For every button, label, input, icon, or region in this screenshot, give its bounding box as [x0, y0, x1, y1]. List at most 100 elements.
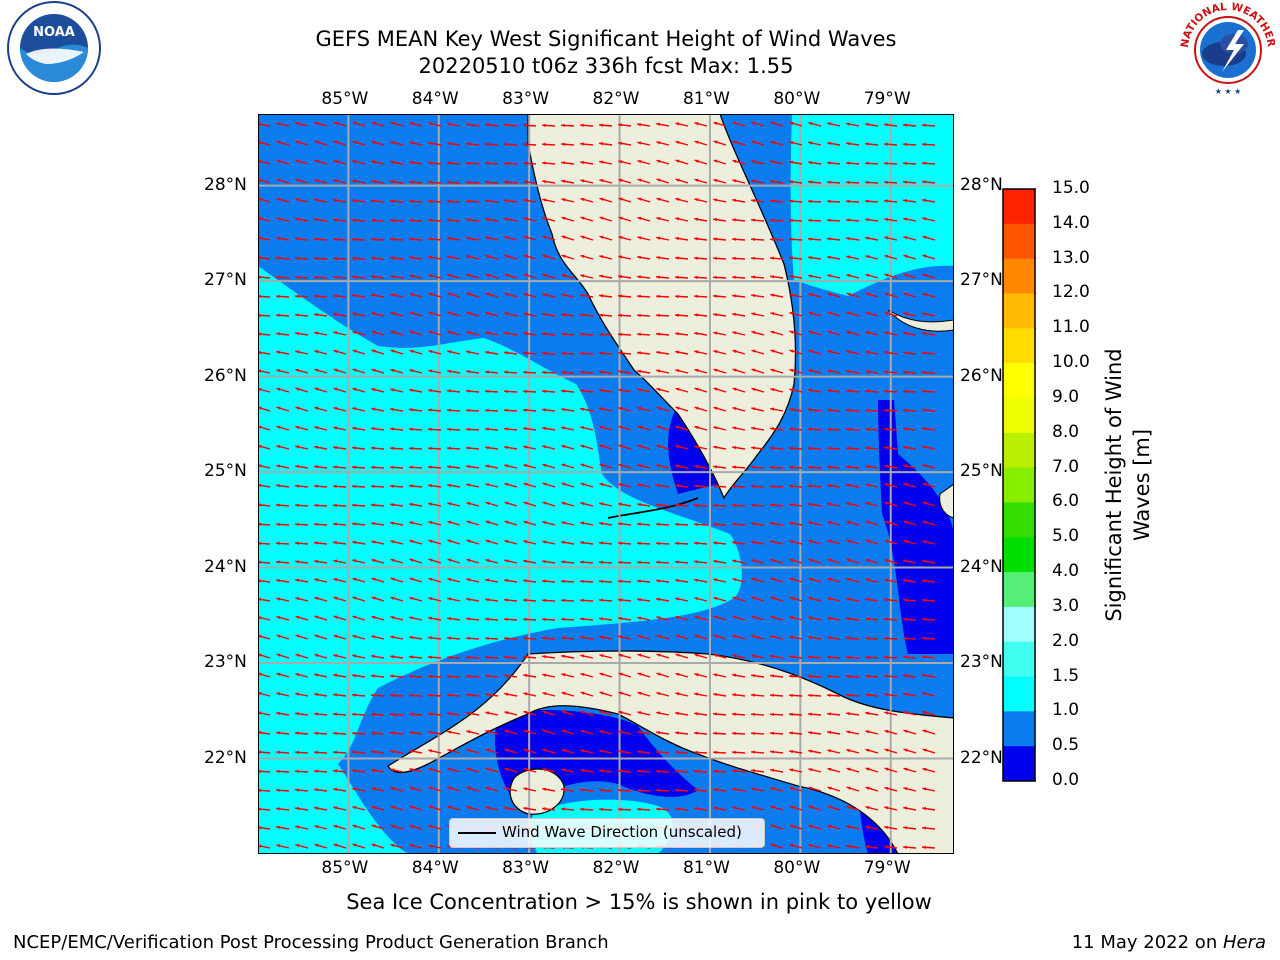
wave-direction-arrowhead: [485, 598, 489, 602]
wave-direction-arrowhead: [409, 388, 414, 392]
wave-direction-arrowhead: [637, 313, 641, 318]
wave-direction-arrowhead: [599, 444, 604, 448]
wave-direction-arrowhead: [352, 503, 356, 508]
wave-direction-arrowhead: [637, 351, 641, 355]
wave-direction-arrowhead: [314, 673, 319, 677]
wave-direction-arrowhead: [523, 180, 527, 184]
wave-direction-arrowhead: [580, 672, 585, 677]
wave-direction-arrowhead: [352, 522, 356, 526]
wave-direction-arrowhead: [922, 598, 926, 602]
wave-direction-arrowhead: [466, 558, 471, 563]
wave-direction-arrowhead: [599, 541, 603, 545]
wave-direction-arrowhead: [352, 312, 357, 316]
wave-direction-arrowhead: [599, 179, 604, 183]
wave-direction-arrowhead: [789, 693, 793, 698]
wave-direction-arrowhead: [295, 692, 300, 696]
wave-direction-arrowhead: [428, 636, 432, 640]
wave-direction-arrowhead: [333, 445, 337, 450]
wave-direction-arrowhead: [884, 180, 888, 185]
wave-direction-arrowhead: [656, 387, 661, 392]
wave-direction-arrowhead: [713, 559, 718, 564]
wave-direction-arrowhead: [314, 178, 319, 183]
wave-direction-arrowhead: [618, 370, 622, 374]
wave-direction-arrowhead: [827, 597, 832, 601]
wave-direction-arrowhead: [751, 330, 756, 335]
wave-direction-arrowhead: [694, 522, 698, 527]
wave-direction-arrowhead: [732, 541, 736, 545]
wave-direction-arrowhead: [485, 483, 490, 487]
wave-direction-arrowhead: [713, 806, 718, 810]
wave-direction-arrowhead: [352, 824, 357, 828]
wave-direction-arrowhead: [827, 712, 831, 716]
wave-direction-arrowhead: [523, 806, 527, 811]
wave-direction-arrowhead: [561, 142, 565, 146]
wave-direction-arrowhead: [675, 313, 679, 317]
wave-direction-arrowhead: [884, 311, 889, 316]
wave-direction-arrowhead: [333, 806, 338, 810]
wave-direction-arrowhead: [770, 731, 774, 735]
wave-direction-arrowhead: [808, 408, 812, 412]
wave-direction-arrowhead: [713, 673, 718, 677]
wave-direction-arrowhead: [333, 218, 337, 222]
wave-direction-arrowhead: [466, 122, 471, 127]
wave-direction-arrowhead: [580, 768, 585, 773]
wave-direction-arrowhead: [580, 463, 585, 467]
wave-direction-arrowhead: [637, 541, 641, 546]
wave-direction-arrowhead: [295, 368, 300, 373]
wave-direction-arrowhead: [333, 824, 338, 829]
wave-direction-arrowhead: [770, 275, 774, 279]
wave-direction-arrowhead: [656, 483, 661, 488]
wave-direction-arrowhead: [694, 237, 698, 241]
wave-direction-arrowhead: [599, 142, 603, 146]
wave-direction-arrowhead: [371, 484, 375, 489]
wave-direction-arrowhead: [922, 482, 927, 486]
wave-direction-arrowhead: [561, 293, 566, 297]
footer-date-text: 11 May 2022 on: [1071, 932, 1223, 953]
wave-direction-arrowhead: [751, 160, 756, 164]
wave-direction-arrowhead: [542, 636, 546, 640]
colorbar-tick-label: 0.5: [1052, 735, 1080, 756]
wave-direction-arrowhead: [599, 160, 604, 164]
wave-direction-arrowhead: [694, 159, 699, 163]
wave-direction-arrowhead: [466, 370, 470, 374]
wave-direction-arrowhead: [580, 579, 584, 584]
wave-direction-arrowhead: [675, 425, 680, 429]
wave-direction-arrowhead: [561, 389, 565, 393]
wave-direction-arrowhead: [732, 256, 736, 261]
wave-direction-arrowhead: [561, 444, 566, 449]
colorbar-tick-label: 11.0: [1052, 317, 1090, 338]
wave-direction-arrowhead: [447, 539, 452, 543]
wave-direction-arrowhead: [618, 313, 622, 318]
wave-direction-arrowhead: [352, 368, 357, 372]
wave-direction-arrowhead: [599, 425, 604, 430]
wave-direction-arrowhead: [447, 767, 452, 771]
wave-direction-arrowhead: [542, 198, 547, 202]
wave-direction-arrowhead: [428, 255, 433, 260]
wave-direction-arrowhead: [447, 273, 452, 278]
wave-direction-arrowhead: [770, 293, 775, 297]
wave-direction-arrowhead: [694, 331, 699, 336]
wave-direction-arrowhead: [447, 465, 451, 469]
wave-direction-arrowhead: [637, 444, 642, 448]
wave-direction-arrowhead: [428, 616, 433, 620]
wave-direction-arrowhead: [352, 446, 356, 450]
wave-direction-arrowhead: [732, 634, 737, 639]
wave-direction-arrowhead: [618, 388, 623, 392]
wave-direction-arrowhead: [846, 616, 850, 621]
wave-direction-arrowhead: [789, 616, 794, 620]
wave-direction-arrowhead: [922, 427, 926, 431]
wave-direction-arrowhead: [314, 368, 319, 372]
wave-direction-arrowhead: [865, 617, 869, 621]
wave-direction-arrowhead: [675, 294, 679, 299]
wave-direction-arrowhead: [371, 674, 375, 678]
wave-direction-arrowhead: [409, 274, 414, 278]
wave-direction-arrowhead: [390, 141, 395, 145]
lat-tick-right: 23°N: [960, 652, 1003, 673]
wave-direction-arrowhead: [922, 273, 927, 277]
wave-direction-arrowhead: [466, 730, 471, 734]
wave-direction-arrowhead: [485, 464, 490, 468]
wave-direction-arrowhead: [637, 560, 641, 565]
wave-direction-arrowhead: [580, 351, 584, 356]
wave-direction-arrowhead: [580, 123, 584, 128]
wave-direction-arrowhead: [466, 273, 471, 278]
